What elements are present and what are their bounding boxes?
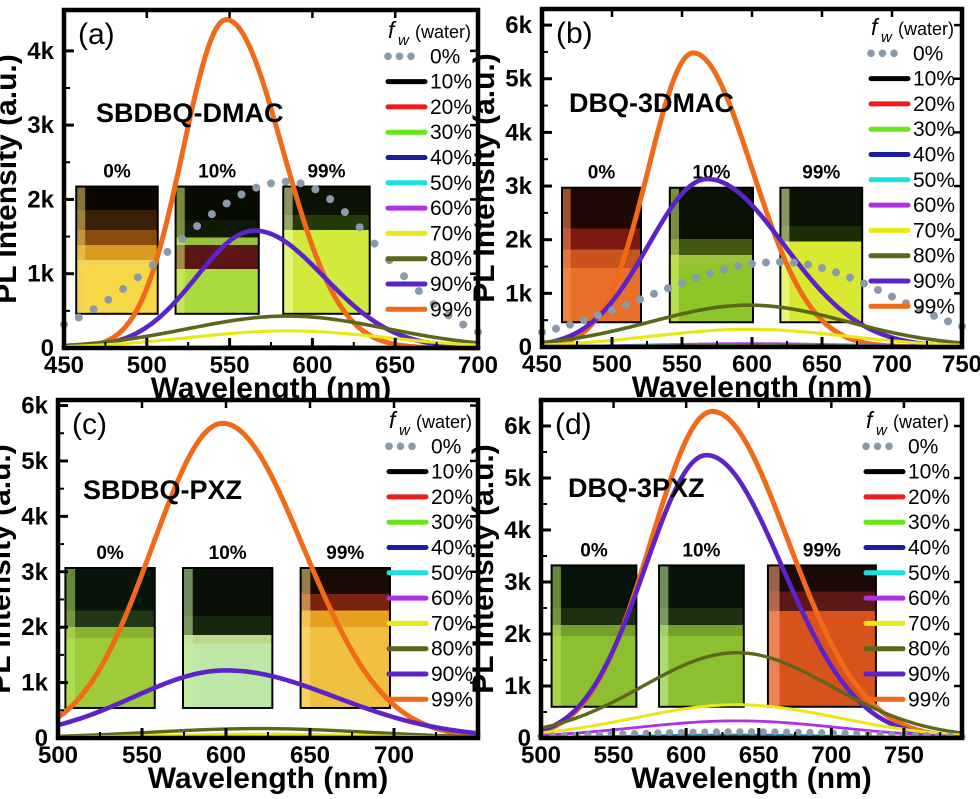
svg-text:70%: 70% [913, 219, 955, 242]
svg-text:60%: 60% [913, 194, 955, 217]
svg-text:40%: 40% [430, 147, 472, 170]
svg-text:99%: 99% [802, 163, 840, 184]
svg-text:4k: 4k [27, 38, 54, 65]
svg-text:90%: 90% [908, 663, 950, 686]
svg-text:40%: 40% [908, 537, 950, 560]
svg-text:70%: 70% [430, 222, 472, 245]
svg-text:750: 750 [942, 351, 980, 378]
svg-text:550: 550 [594, 742, 634, 769]
svg-text:DBQ-3DMAC: DBQ-3DMAC [569, 88, 734, 118]
svg-text:50%: 50% [908, 562, 950, 585]
svg-text:0: 0 [35, 725, 48, 752]
svg-text:5k: 5k [21, 448, 48, 475]
svg-text:(c): (c) [72, 408, 107, 441]
svg-text:2k: 2k [505, 227, 532, 254]
svg-text:0%: 0% [580, 540, 608, 561]
svg-text:3k: 3k [21, 559, 48, 586]
svg-text:80%: 80% [908, 638, 950, 661]
svg-text:(b): (b) [556, 17, 593, 50]
svg-text:(a): (a) [78, 18, 115, 51]
svg-text:w: w [876, 422, 888, 439]
svg-text:700: 700 [872, 351, 912, 378]
svg-text:(water): (water) [898, 19, 954, 39]
svg-text:PL Intensity (a.u.): PL Intensity (a.u.) [467, 444, 500, 693]
svg-text:99%: 99% [803, 540, 841, 561]
svg-text:Wavelength (nm): Wavelength (nm) [631, 762, 872, 795]
svg-text:5k: 5k [505, 66, 532, 93]
svg-text:0%: 0% [96, 543, 124, 564]
svg-text:w: w [398, 32, 410, 49]
svg-text:10%: 10% [209, 543, 247, 564]
svg-text:(water): (water) [893, 412, 949, 432]
svg-text:2k: 2k [504, 621, 531, 648]
svg-text:80%: 80% [913, 245, 955, 268]
svg-text:SBDBQ-PXZ: SBDBQ-PXZ [83, 475, 242, 505]
svg-text:80%: 80% [430, 248, 472, 271]
svg-text:2k: 2k [27, 186, 54, 213]
svg-text:50%: 50% [430, 172, 472, 195]
svg-text:20%: 20% [430, 96, 472, 119]
svg-text:20%: 20% [913, 93, 955, 116]
svg-text:SBDBQ-DMAC: SBDBQ-DMAC [96, 98, 283, 128]
svg-text:0: 0 [518, 725, 531, 752]
svg-text:w: w [399, 422, 411, 439]
svg-text:90%: 90% [913, 270, 955, 293]
svg-text:3k: 3k [27, 112, 54, 139]
svg-text:4k: 4k [504, 517, 531, 544]
svg-text:5k: 5k [504, 465, 531, 492]
svg-text:500: 500 [592, 351, 632, 378]
svg-text:3k: 3k [505, 173, 532, 200]
svg-text:0%: 0% [588, 163, 616, 184]
svg-text:99%: 99% [326, 543, 364, 564]
svg-text:PL Intensity (a.u.): PL Intensity (a.u.) [0, 54, 23, 303]
svg-text:70%: 70% [908, 612, 950, 635]
svg-text:2k: 2k [21, 614, 48, 641]
svg-text:10%: 10% [430, 71, 472, 94]
svg-text:0%: 0% [431, 435, 461, 458]
svg-text:50%: 50% [913, 169, 955, 192]
svg-text:DBQ-3PXZ: DBQ-3PXZ [568, 473, 705, 503]
svg-text:4k: 4k [505, 119, 532, 146]
svg-text:0%: 0% [913, 42, 943, 65]
svg-text:0%: 0% [430, 45, 460, 68]
svg-text:10%: 10% [913, 68, 955, 91]
svg-text:99%: 99% [908, 688, 950, 711]
svg-text:1k: 1k [505, 280, 532, 307]
svg-text:30%: 30% [908, 511, 950, 534]
svg-text:(water): (water) [415, 22, 471, 42]
svg-text:0%: 0% [908, 435, 938, 458]
svg-text:60%: 60% [908, 587, 950, 610]
svg-text:1k: 1k [21, 670, 48, 697]
svg-text:PL Intensity (a.u.): PL Intensity (a.u.) [0, 444, 17, 693]
svg-text:20%: 20% [908, 486, 950, 509]
svg-text:10%: 10% [198, 162, 236, 183]
svg-text:40%: 40% [913, 144, 955, 167]
svg-text:30%: 30% [430, 121, 472, 144]
svg-text:4k: 4k [21, 503, 48, 530]
svg-text:1k: 1k [504, 673, 531, 700]
svg-text:(water): (water) [416, 412, 472, 432]
svg-text:6k: 6k [504, 413, 531, 440]
svg-text:6k: 6k [505, 12, 532, 39]
svg-text:99%: 99% [307, 162, 345, 183]
svg-text:10%: 10% [682, 540, 720, 561]
svg-text:(d): (d) [555, 408, 592, 441]
svg-text:6k: 6k [21, 393, 48, 420]
svg-text:1k: 1k [27, 261, 54, 288]
svg-text:750: 750 [884, 742, 924, 769]
svg-text:0%: 0% [103, 162, 131, 183]
svg-text:99%: 99% [913, 295, 955, 318]
svg-text:0: 0 [41, 335, 54, 362]
svg-text:0: 0 [519, 334, 532, 361]
svg-text:90%: 90% [430, 273, 472, 296]
svg-text:10%: 10% [908, 461, 950, 484]
svg-text:3k: 3k [504, 569, 531, 596]
svg-text:Wavelength (nm): Wavelength (nm) [148, 762, 389, 795]
svg-text:60%: 60% [430, 197, 472, 220]
svg-text:PL Intensity (a.u.): PL Intensity (a.u.) [468, 53, 501, 302]
svg-text:99%: 99% [430, 298, 472, 321]
svg-text:30%: 30% [913, 118, 955, 141]
svg-text:w: w [881, 29, 893, 46]
